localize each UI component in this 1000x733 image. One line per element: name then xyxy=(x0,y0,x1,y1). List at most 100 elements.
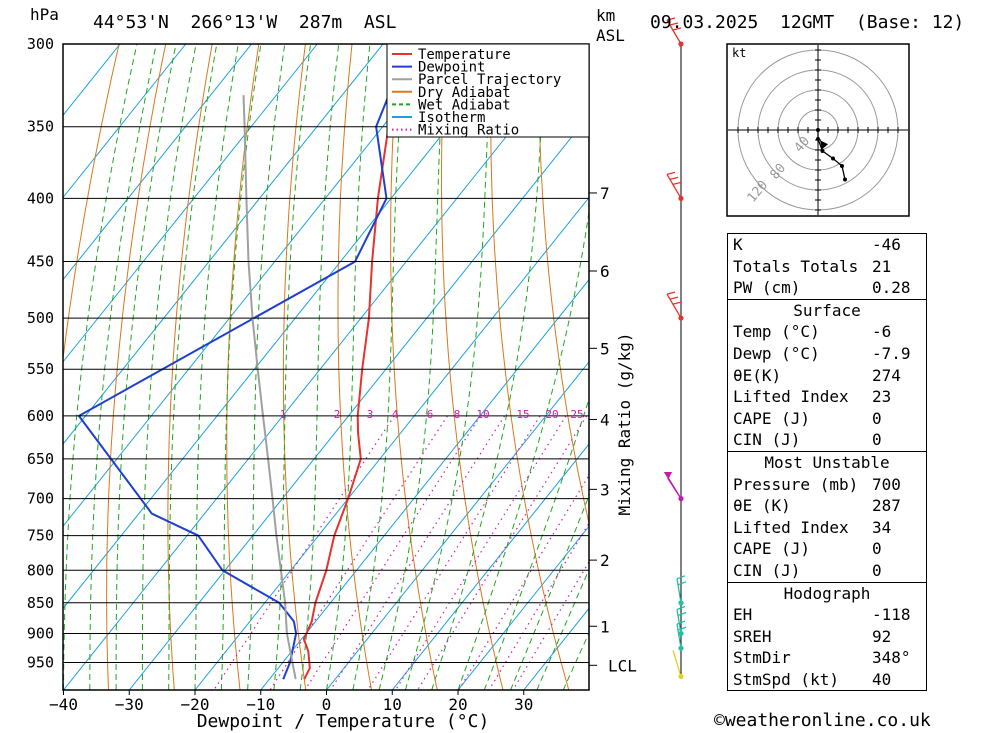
pressure-tick-label: 450 xyxy=(27,253,54,271)
isotherm-line xyxy=(63,44,187,199)
mixing-ratio-label: 15 xyxy=(516,408,529,421)
unstable-index-label: Lifted Index xyxy=(733,517,849,537)
temperature-tick-label: 20 xyxy=(448,695,467,714)
hodograph-index-label: SREH xyxy=(733,626,772,646)
surface-index-value: 0 xyxy=(872,430,882,450)
hodograph-index-label: StmDir xyxy=(733,648,791,668)
temperature-tick-label: −10 xyxy=(246,695,275,714)
mixing-ratio-label: 25 xyxy=(570,408,583,421)
hodograph-point xyxy=(831,156,835,161)
storm-motion-marker xyxy=(820,140,828,150)
pressure-tick-label: 900 xyxy=(27,624,54,642)
mixing-ratio-label: 6 xyxy=(427,408,434,421)
legend-label: Temperature xyxy=(418,47,511,63)
surface-index-row: CAPE (J) 0 xyxy=(728,408,926,430)
surface-index-row: CIN (J) 0 xyxy=(728,429,926,451)
temperature-profile xyxy=(302,44,407,680)
mixing-ratio-axis-title: Mixing Ratio (g/kg) xyxy=(615,332,634,515)
wind-barb xyxy=(666,171,682,199)
mixing-ratio-line xyxy=(395,415,567,690)
hodograph-title: Hodograph xyxy=(783,583,871,603)
dry-adiabat-line xyxy=(282,44,307,690)
pressure-tick-label: 950 xyxy=(27,653,54,671)
surface-index-label: CAPE (J) xyxy=(733,408,811,428)
general-index-label: PW (cm) xyxy=(733,278,801,298)
legend-label: Parcel Trajectory xyxy=(418,72,561,88)
surface-index-label: Temp (°C) xyxy=(733,322,820,342)
pressure-tick-label: 350 xyxy=(27,118,54,136)
unstable-index-value: 0 xyxy=(872,539,882,559)
dry-adiabat-line xyxy=(63,44,120,363)
surface-index-value: -7.9 xyxy=(872,343,911,363)
hpa-axis-title: hPa xyxy=(30,5,59,24)
hodograph-index-label: StmSpd (kt) xyxy=(733,669,839,689)
hodograph-point xyxy=(843,177,847,182)
mixing-ratio-line xyxy=(367,415,541,690)
pressure-tick-label: 550 xyxy=(27,360,54,378)
legend-label: Mixing Ratio xyxy=(418,123,519,139)
unstable-index-row: CIN (J) 0 xyxy=(728,560,926,582)
wind-barb xyxy=(666,17,682,45)
dry-adiabat-line xyxy=(584,44,589,148)
mixing-ratio-line xyxy=(329,415,506,690)
most-unstable-title: Most Unstable xyxy=(764,452,890,472)
unstable-index-row: CAPE (J) 0 xyxy=(728,538,926,560)
surface-section: Surface Temp (°C) -6 Dewp (°C) -7.9 θE(K) 274… xyxy=(727,299,927,452)
hodograph-index-value: -118 xyxy=(872,605,911,625)
wet-adiabat-line xyxy=(457,208,589,690)
legend-label: Isotherm xyxy=(418,110,485,126)
unstable-index-value: 0 xyxy=(872,560,882,580)
general-index-row: K -46 xyxy=(728,234,926,256)
x-axis-title: Dewpoint / Temperature (°C) xyxy=(197,711,490,732)
temperature-tick-label: 30 xyxy=(514,695,533,714)
wind-barb xyxy=(676,575,687,603)
pressure-tick-label: 750 xyxy=(27,527,54,545)
km-tick-label: 2 xyxy=(600,551,610,570)
isotherm-line xyxy=(63,44,450,528)
wet-adiabat-line xyxy=(536,568,589,690)
unstable-index-label: Pressure (mb) xyxy=(733,474,859,494)
unstable-index-row: θE (K) 287 xyxy=(728,495,926,517)
mixing-ratio-label: 20 xyxy=(545,408,558,421)
unstable-index-label: θE (K) xyxy=(733,496,791,516)
wet-adiabat-line xyxy=(89,44,157,690)
legend-label: Dry Adiabat xyxy=(418,85,511,101)
dry-adiabat-line xyxy=(106,44,167,690)
pressure-tick-label: 300 xyxy=(27,35,54,53)
wet-adiabat-line xyxy=(247,44,286,690)
hodograph-index-value: 92 xyxy=(872,626,892,646)
surface-index-row: θE(K) 274 xyxy=(728,365,926,387)
pressure-tick-label: 700 xyxy=(27,490,54,508)
km-tick-label: 4 xyxy=(600,410,610,429)
isotherm-line xyxy=(260,278,589,690)
isotherm-line xyxy=(63,44,318,363)
unstable-index-value: 287 xyxy=(872,496,901,516)
most-unstable-section: Most Unstable Pressure (mb) 700 θE (K) 287 L… xyxy=(727,451,927,583)
surface-index-value: 0 xyxy=(872,408,882,428)
asl-axis-title: ASL xyxy=(596,26,625,45)
mixing-ratio-line xyxy=(269,415,448,690)
unstable-index-value: 700 xyxy=(872,474,901,494)
wet-adiabat-line xyxy=(63,44,138,690)
temperature-tick-label: 0 xyxy=(322,695,332,714)
general-index-value: 21 xyxy=(872,256,892,276)
general-index-value: -46 xyxy=(872,235,901,254)
isotherm-line xyxy=(63,44,581,690)
surface-index-row: Temp (°C) -6 xyxy=(728,321,926,343)
isotherm-line xyxy=(194,196,589,690)
surface-index-row: Lifted Index 23 xyxy=(728,386,926,408)
isotherm-line xyxy=(457,525,589,690)
surface-index-label: Lifted Index xyxy=(733,387,849,407)
unstable-index-label: CIN (J) xyxy=(733,560,801,580)
temperature-tick-label: −40 xyxy=(49,695,78,714)
unstable-index-label: CAPE (J) xyxy=(733,539,811,559)
unstable-index-value: 34 xyxy=(872,517,892,537)
legend-label: Dewpoint xyxy=(418,60,485,76)
credit-link[interactable]: ©weatheronline.co.uk xyxy=(714,710,931,731)
hodograph-index-value: 40 xyxy=(872,669,892,689)
hodograph-index-row: StmSpd (kt) 40 xyxy=(728,669,926,691)
km-tick-label: 1 xyxy=(600,617,610,636)
hodograph-section: Hodograph EH -118 SREH 92 StmDir 348° StmSpd (… xyxy=(727,582,927,692)
